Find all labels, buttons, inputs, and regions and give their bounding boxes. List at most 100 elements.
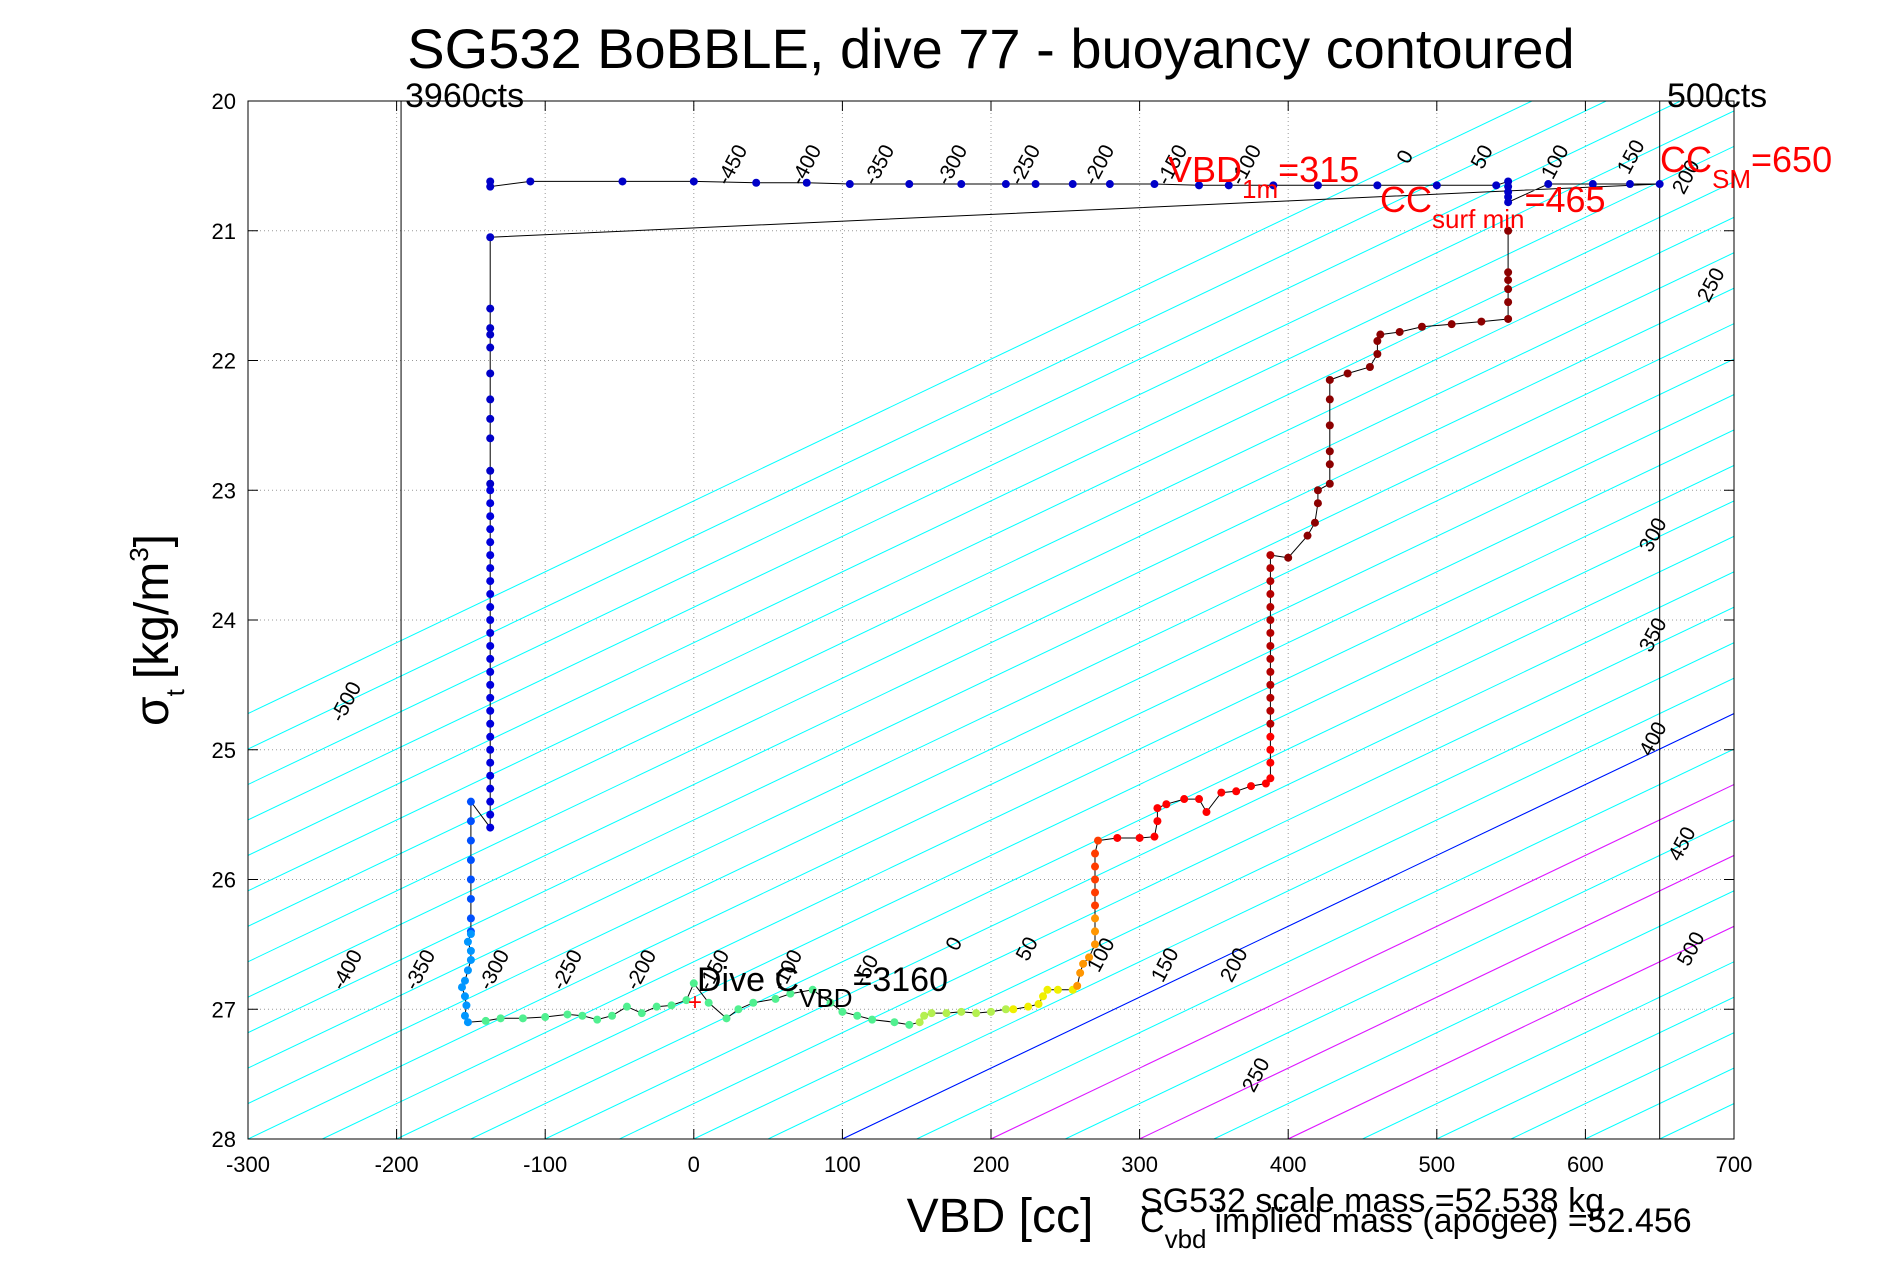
data-point [905, 180, 914, 189]
cc-surf-min-annotation: CCsurf min=465 [1380, 179, 1606, 234]
data-point [972, 1009, 981, 1018]
y-tick-label: 26 [212, 868, 236, 893]
data-point [1053, 985, 1062, 994]
data-point [486, 395, 495, 404]
cc-sm-value: =650 [1751, 139, 1832, 180]
contour-line [248, 110, 1734, 821]
x-tick-label: 600 [1567, 1152, 1604, 1177]
y-axis-close: ] [126, 534, 179, 547]
data-point [1266, 758, 1275, 767]
contour-line [248, 393, 1734, 1105]
cc-sm-sub: SM [1712, 164, 1751, 194]
data-point [920, 1011, 929, 1020]
data-point [1266, 706, 1275, 715]
data-point [1091, 888, 1100, 897]
vbd-1m-annotation: VBD1m=315 [1168, 149, 1359, 204]
data-point [1091, 927, 1100, 936]
x-tick-label: 700 [1716, 1152, 1753, 1177]
y-tick-label: 21 [212, 219, 236, 244]
contour-line [693, 642, 1734, 1139]
dive-c-vbd-sub: VBD [799, 983, 852, 1013]
data-point [1091, 901, 1100, 910]
data-point [734, 1005, 743, 1014]
data-point [486, 551, 495, 560]
data-point [618, 177, 627, 186]
data-point [1504, 285, 1513, 294]
cc-sm-main: CC [1660, 139, 1712, 180]
data-point [1325, 421, 1334, 430]
data-point [1001, 1005, 1010, 1014]
data-point [486, 324, 495, 333]
data-point [1232, 787, 1241, 796]
cc-surf-min-main: CC [1380, 179, 1432, 220]
data-point [486, 414, 495, 423]
cc-sm-annotation: CCSM=650 [1660, 139, 1832, 194]
data-point [466, 856, 475, 865]
data-point [786, 989, 795, 998]
data-point [486, 590, 495, 599]
contour-line [916, 748, 1734, 1139]
contour-line [470, 535, 1734, 1139]
data-point [486, 719, 495, 728]
data-point [1024, 1002, 1033, 1011]
data-point [1195, 795, 1204, 804]
data-point [1544, 180, 1553, 189]
data-point [1373, 181, 1382, 190]
data-point [486, 525, 495, 534]
data-point [1001, 180, 1010, 189]
data-point [1217, 788, 1226, 797]
data-point [1247, 782, 1256, 791]
contour-line [248, 101, 1533, 715]
data-point [1266, 590, 1275, 599]
contour-line [1362, 961, 1734, 1139]
data-point [1068, 180, 1077, 189]
data-point [1091, 940, 1100, 949]
data-point [486, 512, 495, 521]
data-point [463, 937, 472, 946]
x-tick-label: -100 [523, 1152, 567, 1177]
data-point [486, 330, 495, 339]
data-point [802, 178, 811, 187]
cc-surf-min-value: =465 [1524, 179, 1605, 220]
dive-c-vbd-annotation: Dive CVBD=3160 [697, 961, 948, 1013]
data-point [1325, 479, 1334, 488]
contour-line [248, 181, 1734, 892]
data-point [1310, 518, 1319, 527]
data-point [1325, 375, 1334, 384]
data-point [749, 998, 758, 1007]
data-point [1504, 298, 1513, 307]
data-point [1150, 832, 1159, 841]
data-point [1313, 181, 1322, 190]
data-point [1093, 836, 1102, 845]
contour-line [248, 145, 1734, 856]
y-tick-label: 27 [212, 997, 236, 1022]
data-point [486, 706, 495, 715]
data-point [1266, 564, 1275, 573]
data-point [1313, 486, 1322, 495]
data-point [486, 758, 495, 767]
data-point [915, 1018, 924, 1027]
data-point [466, 797, 475, 806]
data-point [486, 486, 495, 495]
data-point [1266, 719, 1275, 728]
data-point [466, 929, 475, 938]
scale-mass-note: SG532 scale mass =52.538 kg [1140, 1182, 1604, 1220]
data-point [1588, 180, 1597, 189]
data-point [1266, 667, 1275, 676]
contour-line [248, 252, 1734, 963]
contour-line [248, 358, 1734, 1069]
data-point [1266, 603, 1275, 612]
contour-line [619, 606, 1734, 1139]
implied-mass-note: Cvbd implied mass (apogee) =52.456 [1140, 1202, 1692, 1254]
data-point [1091, 862, 1100, 871]
y-axis-symbol: σ [126, 696, 179, 726]
implied-mass-c: C [1140, 1202, 1165, 1240]
x-tick-label: 100 [824, 1152, 861, 1177]
data-point [1150, 180, 1159, 189]
contour-line [322, 464, 1734, 1139]
data-point [1284, 553, 1293, 562]
data-point [1085, 953, 1094, 962]
y-tick-label: 24 [212, 608, 236, 633]
data-point [1039, 992, 1048, 1001]
data-point [1655, 180, 1664, 189]
